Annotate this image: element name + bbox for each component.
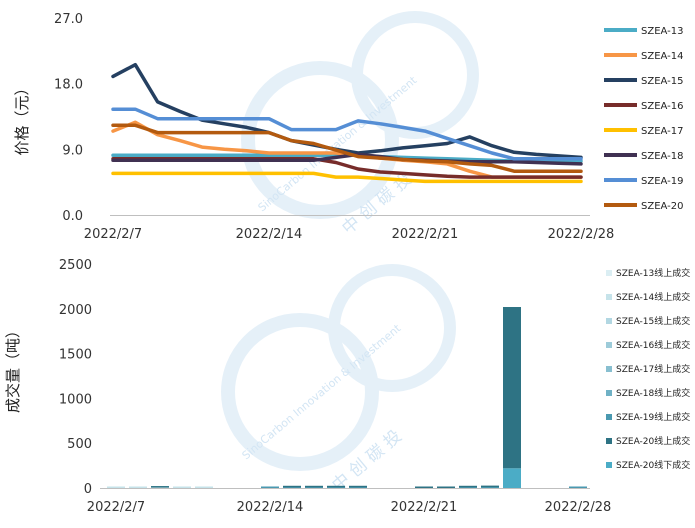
bar-segment (107, 486, 125, 488)
bar-segment (173, 486, 191, 488)
price-xtick-label: 2022/2/14 (236, 227, 303, 242)
legend-swatch (606, 342, 612, 348)
legend-swatch (604, 103, 637, 107)
legend-swatch (604, 53, 637, 57)
legend-label: SZEA-15 (641, 76, 683, 87)
legend-label: SZEA-13 (641, 26, 683, 37)
legend-label: SZEA-18 (641, 151, 683, 162)
price-xtick-label: 2022/2/28 (548, 227, 615, 242)
bar-segment (305, 485, 323, 488)
volume-bars (107, 307, 587, 488)
legend-swatch (606, 414, 612, 420)
legend-label: SZEA-18线上成交 (616, 387, 690, 399)
watermark-circle (221, 313, 379, 471)
volume-xtick-label: 2022/2/21 (391, 500, 458, 515)
legend-label: SZEA-20线上成交 (616, 435, 690, 447)
bar-segment (481, 486, 499, 488)
price-ytick-label: 0.0 (62, 209, 83, 224)
volume-xtick-label: 2022/2/28 (545, 500, 612, 515)
volume-xtick-label: 2022/2/14 (237, 500, 304, 515)
legend-label: SZEA-20线下成交 (616, 459, 690, 471)
volume-xticks: 2022/2/7 2022/2/14 2022/2/21 2022/2/28 (87, 500, 612, 515)
legend-label: SZEA-16 (641, 101, 683, 112)
legend-swatch (604, 178, 637, 182)
price-chart: 价格（元） 27.018.09.00.0 2022/2/7 2022/2/14 20… (13, 12, 683, 242)
series-line-szea-19 (111, 107, 583, 161)
bar-segment (151, 486, 169, 488)
volume-yticks: 2500 2000 1500 1000 500 0 (59, 258, 92, 497)
price-xtick-label: 2022/2/21 (392, 227, 459, 242)
legend-swatch (604, 153, 637, 157)
bar-segment (503, 468, 521, 488)
legend-swatch (604, 203, 637, 207)
price-ytick-label: 27.0 (54, 12, 83, 27)
legend-label: SZEA-17 (641, 126, 683, 137)
bar-segment (415, 486, 433, 488)
price-legend: SZEA-13 SZEA-14 SZEA-15 SZEA-16 SZEA-17 SZEA-… (604, 26, 683, 212)
watermark-bottom: SinoCarbon Innovation & Investment 中 创 碳… (221, 264, 456, 496)
watermark-cn: 中 创 碳 投 (328, 426, 405, 495)
volume-ytick-label: 1500 (59, 348, 92, 363)
bar-segment (327, 485, 345, 488)
volume-legend: SZEA-13线上成交 SZEA-14线上成交 SZEA-15线上成交 SZEA-16… (606, 267, 690, 471)
legend-label: SZEA-19线上成交 (616, 411, 690, 423)
legend-swatch (606, 270, 612, 276)
watermark-circle (351, 11, 479, 139)
price-ytick-label: 9.0 (62, 143, 83, 158)
watermark-circle (241, 61, 399, 219)
bar-segment (569, 486, 587, 488)
price-xticks: 2022/2/7 2022/2/14 2022/2/21 2022/2/28 (84, 227, 615, 242)
volume-ytick-label: 2000 (59, 303, 92, 318)
price-ytick-label: 18.0 (54, 78, 83, 93)
price-xtick-label: 2022/2/7 (84, 227, 142, 242)
price-series (111, 62, 583, 184)
series-line-szea-17 (111, 171, 583, 184)
volume-ylabel: 成交量（吨） (4, 323, 22, 413)
legend-swatch (604, 28, 637, 32)
volume-ytick-label: 0 (84, 482, 92, 497)
legend-label: SZEA-15线上成交 (616, 315, 690, 327)
watermark-top: SinoCarbon Innovation & Investment 中 创 碳… (241, 11, 479, 239)
legend-label: SZEA-14 (641, 51, 683, 62)
series-line-szea-20 (111, 123, 583, 173)
legend-label: SZEA-20 (641, 201, 683, 212)
volume-ytick-label: 1000 (59, 392, 92, 407)
legend-swatch (606, 366, 612, 372)
legend-label: SZEA-13线上成交 (616, 267, 690, 279)
legend-swatch (604, 128, 637, 132)
bar-segment (503, 307, 521, 469)
legend-swatch (606, 390, 612, 396)
volume-xtick-label: 2022/2/7 (87, 500, 145, 515)
price-ylabel: 价格（元） (13, 80, 31, 155)
legend-label: SZEA-19 (641, 176, 683, 187)
legend-swatch (606, 294, 612, 300)
legend-label: SZEA-14线上成交 (616, 291, 690, 303)
legend-swatch (606, 462, 612, 468)
series-line-szea-15 (111, 62, 583, 160)
legend-label: SZEA-17线上成交 (616, 363, 690, 375)
bar-segment (481, 485, 499, 488)
legend-swatch (606, 438, 612, 444)
bar-segment (195, 486, 213, 488)
bar-segment (129, 486, 147, 488)
legend-swatch (604, 78, 637, 82)
volume-ytick-label: 2500 (59, 258, 92, 273)
bar-segment (437, 486, 455, 488)
bar-segment (283, 485, 301, 488)
price-yticks: 27.0 18.0 9.0 0.0 (54, 12, 83, 224)
volume-ytick-label: 500 (67, 437, 92, 452)
bar-segment (459, 485, 477, 488)
legend-label: SZEA-16线上成交 (616, 339, 690, 351)
series-line-szea-18 (111, 152, 583, 166)
bar-segment (349, 485, 367, 488)
watermark-circle (328, 264, 456, 392)
bar-segment (261, 486, 279, 488)
legend-swatch (606, 318, 612, 324)
